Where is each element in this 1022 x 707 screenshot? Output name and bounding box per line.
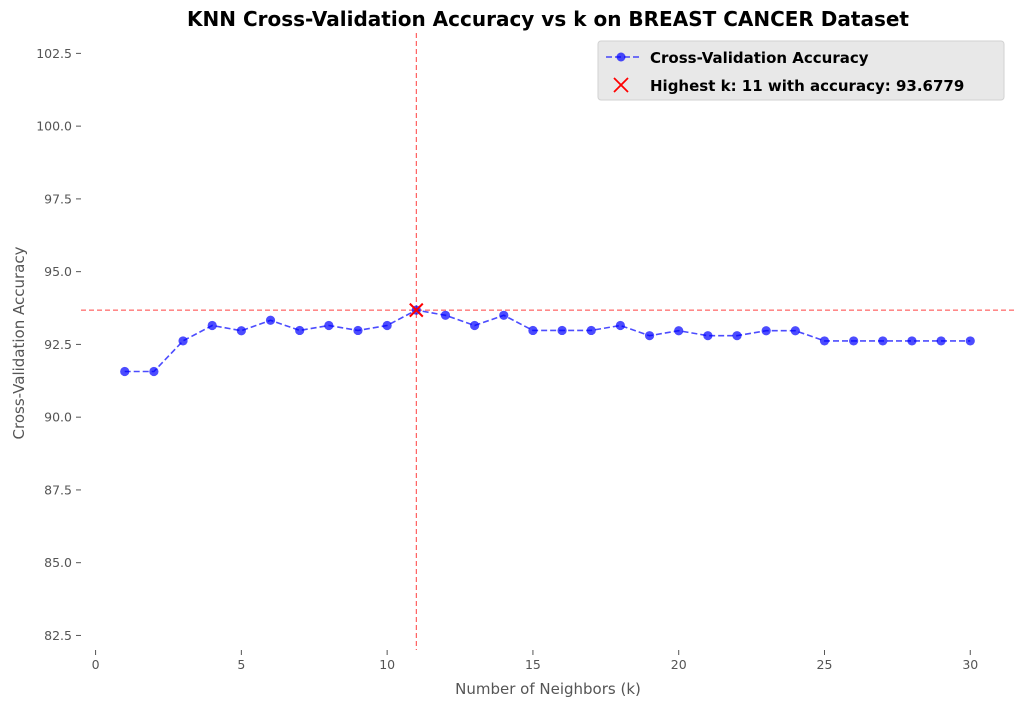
legend-entry-highest: Highest k: 11 with accuracy: 93.6779 — [650, 77, 964, 95]
plot-area: 82.5 85.0 87.5 90.0 92.5 95.0 97.5 100.0 102.5 0 5… — [36, 33, 1014, 672]
data-point — [703, 331, 713, 341]
data-point — [790, 326, 800, 336]
data-point — [849, 336, 859, 346]
x-tick-label: 10 — [379, 657, 395, 672]
y-tick-label: 87.5 — [44, 482, 72, 497]
data-point — [470, 320, 480, 331]
y-axis-label: Cross-Validation Accuracy — [10, 246, 28, 439]
y-tick-label: 95.0 — [44, 264, 72, 279]
data-point — [674, 326, 684, 336]
data-point — [236, 326, 246, 336]
legend-entry-accuracy: Cross-Validation Accuracy — [650, 49, 869, 67]
data-point — [586, 325, 596, 336]
data-point — [324, 320, 334, 331]
x-tick-label: 5 — [237, 657, 245, 672]
highlight-marker-stroke-b — [409, 302, 424, 318]
data-point — [965, 336, 975, 346]
data-point — [557, 325, 567, 336]
legend-point-marker — [616, 52, 626, 62]
data-point — [499, 310, 509, 320]
y-tick-label: 90.0 — [44, 410, 72, 425]
data-point — [936, 336, 946, 346]
data-point — [732, 331, 742, 341]
data-point — [295, 325, 305, 336]
chart-title: KNN Cross-Validation Accuracy vs k on BR… — [187, 7, 909, 31]
y-tick-label: 85.0 — [44, 555, 72, 570]
legend-box — [597, 40, 1005, 101]
data-point — [265, 315, 276, 325]
data-point — [907, 336, 917, 346]
y-tick-label: 97.5 — [44, 191, 72, 206]
x-axis-label: Number of Neighbors (k) — [455, 680, 641, 698]
data-point — [120, 366, 130, 377]
data-point — [178, 336, 188, 346]
data-point — [761, 326, 771, 336]
data-point — [878, 336, 888, 346]
x-tick-label: 30 — [962, 657, 978, 672]
x-tick-label: 15 — [525, 657, 541, 672]
data-point — [149, 366, 159, 377]
y-tick-label: 100.0 — [36, 119, 72, 134]
data-point — [528, 325, 538, 336]
x-tick-label: 25 — [817, 657, 833, 672]
data-point — [353, 325, 363, 336]
data-point — [382, 320, 392, 331]
legend: Cross-Validation Accuracy Highest k: 11 … — [597, 40, 1005, 101]
data-point — [819, 336, 830, 346]
data-point — [440, 310, 451, 320]
data-point — [644, 331, 655, 341]
data-point — [207, 320, 217, 331]
y-tick-label: 92.5 — [44, 337, 72, 352]
data-point — [615, 320, 625, 331]
y-tick-label: 102.5 — [36, 46, 72, 61]
series-line — [124, 309, 971, 373]
legend-x-marker — [613, 77, 629, 93]
x-tick-label: 20 — [671, 657, 687, 672]
x-tick-label: 0 — [92, 657, 100, 672]
y-tick-label: 82.5 — [44, 628, 72, 643]
